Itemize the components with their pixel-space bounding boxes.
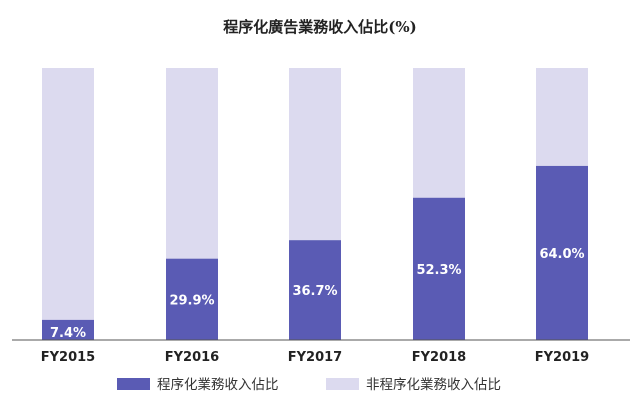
data-label-fy2016: 29.9% [169, 293, 214, 308]
data-label-fy2015: 7.4% [50, 326, 86, 341]
x-tick-fy2018: FY2018 [412, 350, 466, 365]
x-tick-fy2015: FY2015 [41, 350, 95, 365]
bar-non-programmatic-fy2017 [289, 68, 341, 241]
bar-programmatic-fy2019 [536, 165, 588, 340]
legend-swatch-programmatic [117, 378, 150, 390]
bar-non-programmatic-fy2016 [166, 68, 218, 259]
bars-layer: 7.4% 29.9% 36.7% 52.3% 64.0% [42, 68, 588, 341]
bar-programmatic-fy2017 [289, 240, 341, 340]
data-label-fy2017: 36.7% [292, 284, 337, 299]
data-label-fy2018: 52.3% [416, 263, 461, 278]
x-tick-fy2016: FY2016 [165, 350, 219, 365]
legend: 程序化業務收入佔比 非程序化業務收入佔比 [117, 377, 501, 393]
bar-programmatic-fy2018 [413, 197, 465, 340]
bar-programmatic-fy2015 [42, 319, 94, 340]
legend-swatch-non-programmatic [326, 378, 359, 390]
x-tick-fy2017: FY2017 [288, 350, 342, 365]
x-tick-labels: FY2015 FY2016 FY2017 FY2018 FY2019 [41, 350, 589, 365]
bar-non-programmatic-fy2019 [536, 68, 588, 166]
legend-label-non-programmatic: 非程序化業務收入佔比 [366, 377, 501, 393]
data-label-fy2019: 64.0% [539, 247, 584, 262]
chart-title: 程序化廣告業務收入佔比(%) [223, 18, 416, 36]
legend-label-programmatic: 程序化業務收入佔比 [157, 377, 279, 393]
bar-non-programmatic-fy2015 [42, 68, 94, 320]
x-tick-fy2019: FY2019 [535, 350, 589, 365]
bar-programmatic-fy2016 [166, 258, 218, 340]
bar-non-programmatic-fy2018 [413, 68, 465, 198]
